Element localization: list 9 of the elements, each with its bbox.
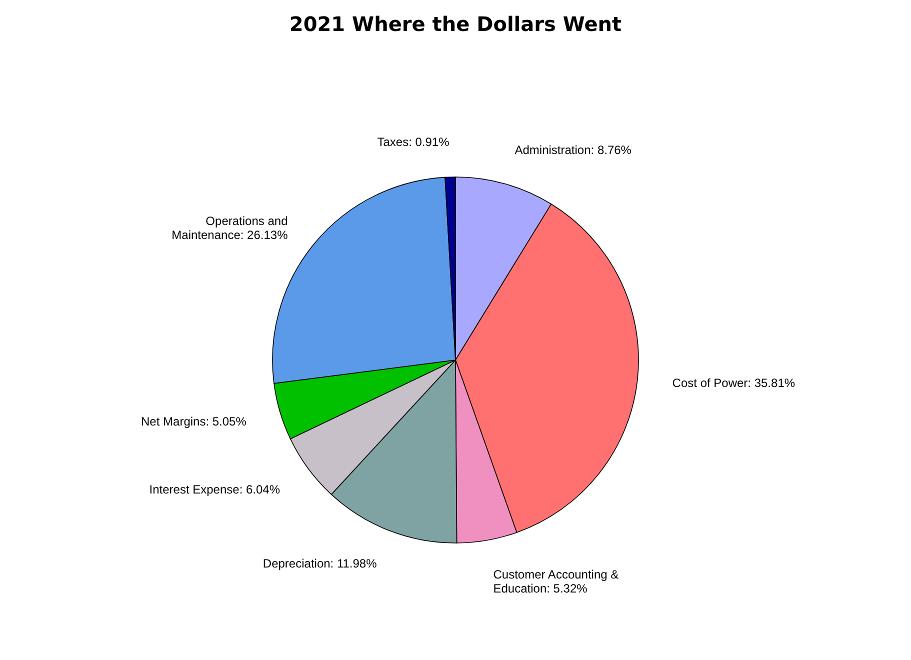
- slice-label: Customer Accounting & Education: 5.32%: [493, 568, 619, 596]
- slice-label: Administration: 8.76%: [514, 143, 632, 158]
- slice-label: Cost of Power: 35.81%: [672, 376, 796, 390]
- chart-title: 2021 Where the Dollars Went: [289, 12, 622, 36]
- slice-label: Net Margins: 5.05%: [141, 414, 247, 429]
- slice-label: Operations and Maintenance: 26.13%: [172, 214, 288, 242]
- slice-label: Taxes: 0.91%: [377, 135, 450, 150]
- slice-label: Interest Expense: 6.04%: [149, 482, 280, 496]
- slice-label: Depreciation: 11.98%: [262, 556, 378, 570]
